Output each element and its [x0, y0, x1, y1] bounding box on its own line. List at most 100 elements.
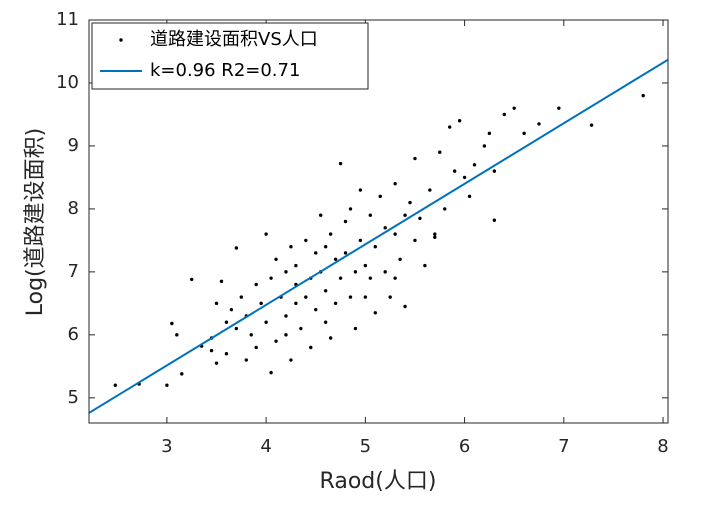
data-point [234, 326, 239, 331]
legend-label: k=0.96 R2=0.71 [150, 60, 300, 81]
y-tick-label: 11 [56, 9, 79, 30]
data-point [413, 156, 417, 161]
data-point [309, 345, 313, 350]
data-point [214, 301, 219, 306]
data-point [269, 370, 273, 375]
y-tick-label: 8 [68, 198, 79, 219]
data-point [323, 244, 328, 249]
data-point [363, 263, 368, 268]
data-point [269, 276, 273, 280]
x-tick-label: 4 [260, 436, 271, 457]
data-point [180, 372, 184, 376]
data-point [353, 270, 358, 274]
data-point [472, 163, 477, 167]
data-point [304, 238, 308, 243]
data-point [284, 314, 288, 318]
data-point [393, 276, 397, 280]
data-point [457, 119, 462, 123]
data-point [175, 333, 179, 337]
y-axis-label: Log(道路建设面积) [23, 128, 48, 316]
data-point [393, 232, 397, 236]
data-point [328, 336, 333, 340]
y-tick-label: 6 [68, 324, 79, 345]
data-point [314, 251, 318, 255]
data-point [289, 244, 293, 249]
data-point [467, 194, 472, 199]
data-point [512, 106, 516, 110]
data-point [294, 301, 298, 306]
data-point [423, 263, 427, 268]
data-point [259, 301, 263, 306]
data-point [363, 295, 368, 299]
x-tick-label: 8 [657, 436, 668, 457]
data-point [294, 263, 298, 268]
data-point [358, 188, 363, 192]
data-point [333, 257, 338, 261]
data-point [447, 125, 452, 129]
legend-box [91, 22, 369, 90]
data-point [418, 216, 422, 221]
data-point [378, 194, 382, 199]
legend-marker [119, 38, 123, 42]
data-point [338, 276, 343, 280]
data-point [323, 320, 328, 324]
data-point [537, 122, 541, 126]
legend-label: 道路建设面积VS人口 [150, 29, 318, 50]
data-point [413, 238, 417, 243]
data-point [249, 333, 253, 337]
data-point [408, 200, 412, 205]
data-point [323, 289, 328, 293]
data-point [318, 213, 323, 217]
plot-frame [88, 19, 669, 424]
y-tick-label: 10 [56, 72, 79, 93]
data-point [353, 326, 358, 331]
data-point [254, 282, 258, 287]
data-point [438, 150, 442, 154]
data-point [492, 169, 497, 173]
data-point [641, 93, 645, 98]
data-point [333, 301, 338, 306]
data-point [264, 320, 268, 324]
x-axis-label: Raod(人口) [320, 469, 437, 494]
x-tick-label: 7 [558, 436, 569, 457]
data-point [383, 226, 387, 230]
data-point [219, 279, 224, 284]
data-point [482, 144, 487, 148]
data-point [214, 361, 219, 365]
data-point [304, 295, 308, 299]
data-point [170, 321, 174, 326]
data-point [388, 295, 392, 299]
data-point [239, 295, 244, 299]
y-tick-label: 9 [68, 135, 79, 156]
data-point [492, 218, 497, 222]
fit-line [89, 58, 668, 414]
data-point [348, 295, 353, 299]
data-point [343, 251, 348, 255]
data-point [462, 175, 467, 180]
data-point [284, 333, 288, 337]
data-point [398, 257, 402, 261]
data-point [284, 270, 288, 274]
x-tick-label: 3 [161, 436, 172, 457]
data-point [348, 207, 353, 211]
data-point [393, 182, 397, 186]
data-point [224, 352, 229, 356]
data-point [403, 304, 407, 309]
data-point [165, 383, 169, 387]
data-point [522, 131, 526, 136]
data-point [190, 277, 194, 282]
data-point [234, 246, 239, 250]
x-tick-label: 5 [360, 436, 371, 457]
y-tick-label: 7 [68, 261, 79, 282]
data-point [338, 161, 343, 166]
data-point [358, 238, 363, 243]
data-point [328, 232, 333, 236]
data-point [113, 383, 117, 387]
data-point [443, 207, 447, 211]
data-point [487, 131, 492, 136]
data-point [373, 244, 377, 249]
x-tick-label: 6 [459, 436, 470, 457]
data-point [452, 169, 457, 173]
data-point [433, 232, 437, 236]
